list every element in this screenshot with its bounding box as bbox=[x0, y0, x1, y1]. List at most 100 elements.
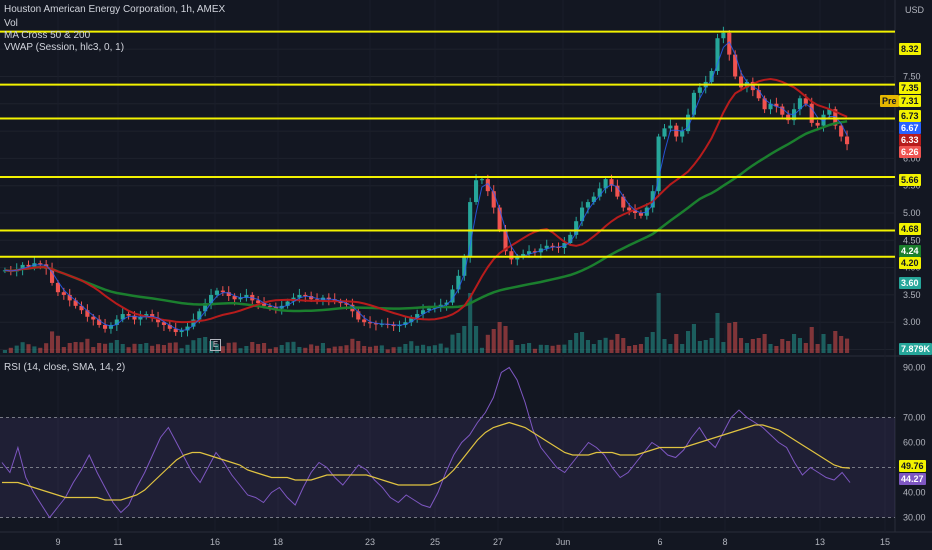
rsi-legend[interactable]: RSI (14, close, SMA, 14, 2) bbox=[4, 362, 126, 373]
price-tag-hline: 6.73 bbox=[899, 110, 921, 122]
time-tick-label: 11 bbox=[113, 537, 122, 547]
candle-body bbox=[420, 310, 426, 315]
volume-bar bbox=[26, 344, 31, 353]
earnings-marker[interactable]: E bbox=[210, 339, 221, 351]
volume-bar bbox=[809, 327, 814, 353]
volume-bar bbox=[579, 332, 585, 353]
candle-body bbox=[232, 296, 237, 300]
vwap-legend[interactable]: VWAP (Session, hlc3, 0, 1) bbox=[4, 42, 125, 53]
premarket-badge: Pre bbox=[880, 95, 899, 107]
volume-bar bbox=[709, 338, 714, 353]
candle-body bbox=[173, 328, 178, 333]
volume-bar bbox=[55, 335, 61, 353]
volume-bar bbox=[727, 323, 732, 353]
time-tick-label: 23 bbox=[365, 537, 375, 547]
time-tick-label: 15 bbox=[880, 537, 890, 547]
volume-bar bbox=[214, 344, 220, 353]
time-tick-label: 25 bbox=[430, 537, 440, 547]
price-tag-hline: 5.66 bbox=[899, 174, 921, 186]
candle-body bbox=[809, 103, 814, 123]
candle-body bbox=[79, 305, 84, 311]
volume-bar bbox=[261, 343, 267, 353]
volume-bar bbox=[503, 326, 508, 353]
candle-body bbox=[656, 136, 661, 192]
volume-bar bbox=[703, 340, 708, 353]
candle-body bbox=[273, 306, 278, 309]
volume-bar bbox=[291, 341, 296, 353]
volume-bar bbox=[839, 336, 844, 353]
candle-body bbox=[309, 296, 314, 300]
volume-bar bbox=[97, 343, 102, 353]
candle-body bbox=[591, 196, 596, 203]
candle-body bbox=[373, 323, 379, 325]
candle-body bbox=[685, 114, 691, 132]
volume-bar bbox=[691, 324, 697, 353]
rsi-tick-label: 60.00 bbox=[903, 438, 926, 448]
candle-body bbox=[161, 322, 167, 325]
candle-body bbox=[609, 179, 614, 186]
volume-bar bbox=[85, 338, 90, 353]
time-tick-label: 18 bbox=[273, 537, 283, 547]
candle-body bbox=[479, 179, 485, 181]
candle-body bbox=[468, 202, 473, 257]
volume-bar bbox=[320, 343, 326, 353]
rsi-tick-label: 70.00 bbox=[903, 413, 926, 423]
volume-bar bbox=[391, 347, 396, 353]
volume-bar bbox=[674, 334, 679, 353]
volume-bar bbox=[780, 339, 785, 353]
volume-bar bbox=[526, 343, 532, 353]
volume-bar bbox=[173, 342, 178, 353]
volume-bar bbox=[756, 338, 761, 353]
volume-bar bbox=[462, 326, 467, 353]
volume-bar bbox=[326, 348, 331, 353]
volume-bar bbox=[803, 343, 808, 353]
volume-bar bbox=[662, 339, 667, 353]
volume-bar bbox=[762, 334, 767, 353]
volume-bar bbox=[615, 334, 620, 353]
volume-bar bbox=[403, 344, 408, 353]
volume-bar bbox=[568, 340, 573, 353]
volume-bar bbox=[585, 340, 591, 353]
volume-bar bbox=[203, 337, 208, 353]
volume-bar bbox=[2, 350, 8, 353]
volume-bar bbox=[132, 343, 137, 353]
time-tick-label: 6 bbox=[657, 537, 662, 547]
volume-bar bbox=[721, 342, 726, 353]
volume-bar bbox=[468, 293, 473, 353]
volume-bar bbox=[621, 338, 626, 353]
volume-bar bbox=[67, 343, 72, 353]
volume-bar bbox=[309, 344, 314, 353]
candle-body bbox=[114, 319, 119, 325]
candle-body bbox=[821, 114, 826, 126]
volume-bar bbox=[362, 346, 367, 353]
volume-bar bbox=[20, 342, 25, 353]
volume-bar bbox=[644, 337, 649, 353]
candle-body bbox=[674, 125, 679, 137]
candle-body bbox=[91, 316, 96, 320]
candle-body bbox=[797, 98, 803, 110]
volume-bar bbox=[438, 343, 443, 353]
price-tag-ma200: 4.24 bbox=[899, 245, 921, 257]
candle-body bbox=[197, 311, 202, 320]
time-tick-label: Jun bbox=[556, 537, 571, 547]
volume-bar bbox=[155, 344, 161, 353]
candle-body bbox=[256, 300, 261, 304]
volume-bar bbox=[791, 334, 797, 353]
candle-body bbox=[680, 131, 685, 137]
ma-cross-legend[interactable]: MA Cross 50 & 200 bbox=[4, 30, 91, 41]
volume-bar bbox=[273, 347, 278, 353]
price-tick-label: 7.50 bbox=[903, 71, 921, 81]
volume-bar bbox=[220, 346, 225, 353]
candle-body bbox=[568, 234, 573, 244]
candle-body bbox=[285, 301, 290, 306]
candle-body bbox=[691, 92, 697, 115]
price-tag-pre: 7.31 bbox=[899, 95, 921, 107]
candle-body bbox=[67, 294, 72, 301]
candle-body bbox=[574, 221, 579, 235]
volume-legend[interactable]: Vol bbox=[4, 18, 18, 29]
volume-bar bbox=[232, 342, 237, 353]
candle-body bbox=[314, 299, 320, 301]
volume-bar bbox=[603, 337, 608, 353]
price-tag-last: 6.26 bbox=[899, 146, 921, 158]
